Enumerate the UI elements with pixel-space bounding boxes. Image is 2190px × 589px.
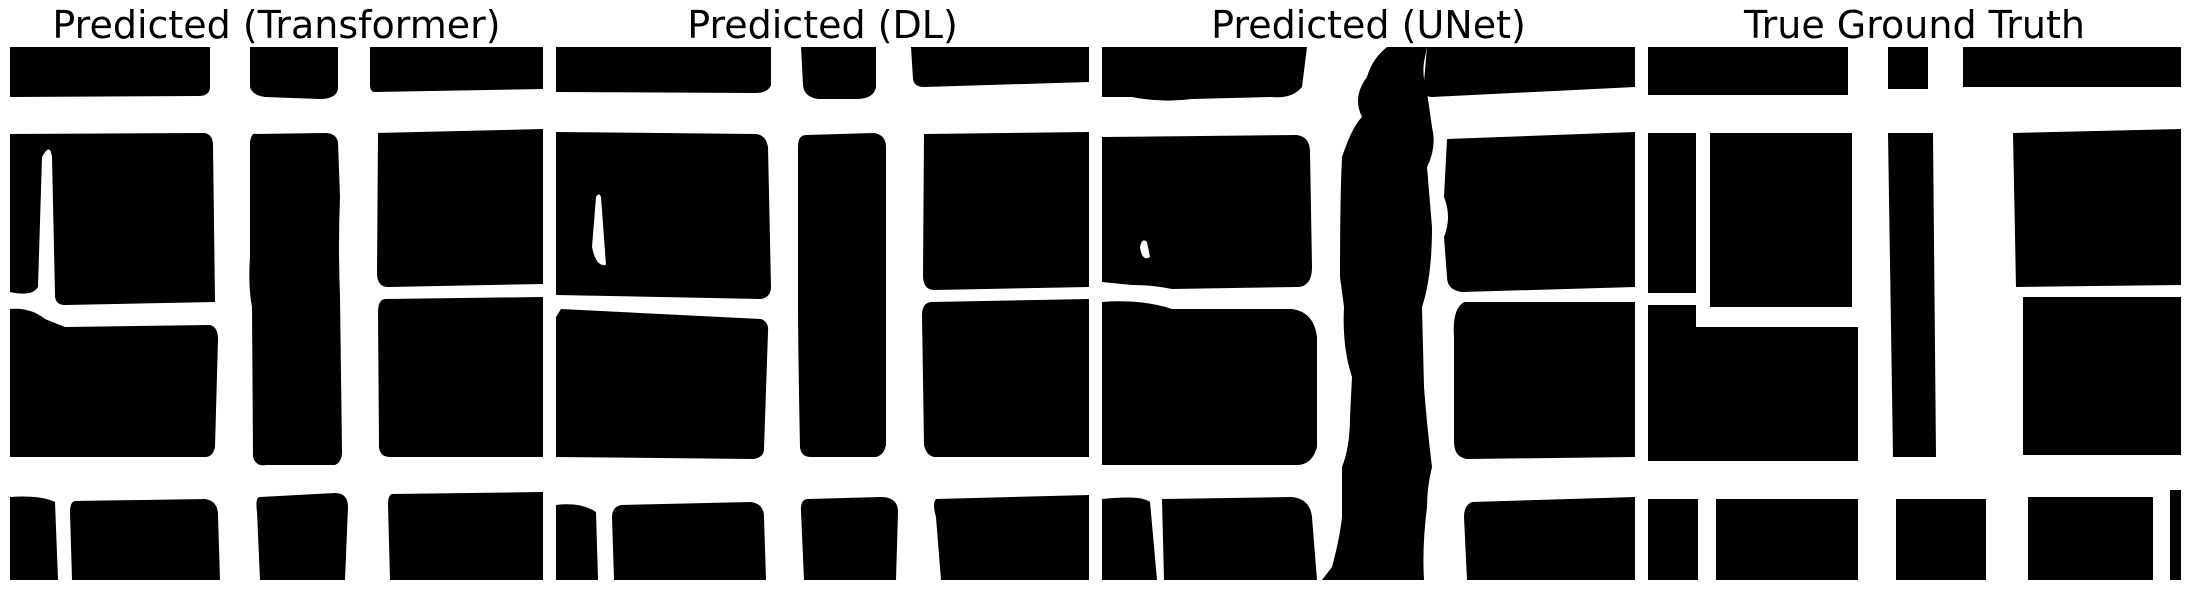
mask-block: [1888, 133, 1936, 457]
mask-block: [1102, 497, 1317, 580]
mask-block: [556, 47, 771, 93]
mask-block: [10, 133, 215, 305]
mask-block: [1648, 499, 1698, 580]
mask-block: [1716, 499, 1858, 580]
mask-block: [1464, 497, 1635, 580]
mask-block: [922, 299, 1089, 457]
mask-block: [1444, 132, 1635, 292]
mask-block: [1102, 301, 1317, 465]
mask-block: [1963, 47, 2181, 87]
mask-block: [370, 47, 543, 92]
mask-block: [70, 499, 220, 580]
mask-block: [377, 129, 543, 287]
mask-block: [1102, 47, 1307, 101]
mask-image-dl: [556, 47, 1089, 580]
mask-block: [1453, 302, 1635, 459]
mask-block: [1896, 499, 1986, 580]
mask-block: [612, 502, 766, 580]
mask-block: [2170, 490, 2181, 580]
mask-block: [2028, 497, 2153, 580]
mask-image-transformer: [10, 47, 543, 580]
panel-title-unet: Predicted (UNet): [1211, 3, 1526, 47]
panel-title-dl: Predicted (DL): [687, 3, 958, 47]
mask-image-ground-truth: [1648, 47, 2181, 580]
mask-block: [556, 309, 769, 459]
mask-block: [10, 496, 58, 580]
mask-block: [2013, 129, 2181, 287]
mask-block: [1648, 305, 1858, 461]
mask-block: [2023, 297, 2181, 455]
mask-block: [1102, 135, 1312, 289]
mask-block: [798, 133, 886, 457]
mask-panel-dl: [556, 47, 1089, 580]
mask-panel-ground-truth: [1648, 47, 2181, 580]
mask-block: [1322, 47, 1434, 580]
mask-block: [1423, 47, 1635, 97]
mask-block: [1888, 47, 1928, 89]
mask-block: [1648, 47, 1848, 95]
mask-block: [923, 132, 1089, 290]
mask-block: [250, 47, 338, 99]
mask-block: [10, 47, 210, 97]
mask-block: [556, 132, 771, 299]
mask-block: [378, 297, 543, 457]
mask-block: [256, 493, 348, 580]
mask-block: [10, 308, 218, 457]
mask-block: [800, 497, 898, 580]
mask-block: [801, 47, 876, 99]
mask-block: [388, 492, 543, 580]
mask-block: [911, 47, 1089, 87]
mask-block: [556, 504, 598, 580]
mask-block: [934, 495, 1089, 580]
mask-block: [249, 133, 342, 466]
mask-block: [1710, 133, 1852, 307]
mask-panel-unet: [1102, 47, 1635, 580]
mask-image-unet: [1102, 47, 1635, 580]
mask-panel-transformer: [10, 47, 543, 580]
mask-block: [1648, 133, 1696, 293]
panel-title-ground-truth: True Ground Truth: [1744, 3, 2085, 47]
panel-title-transformer: Predicted (Transformer): [52, 3, 501, 47]
